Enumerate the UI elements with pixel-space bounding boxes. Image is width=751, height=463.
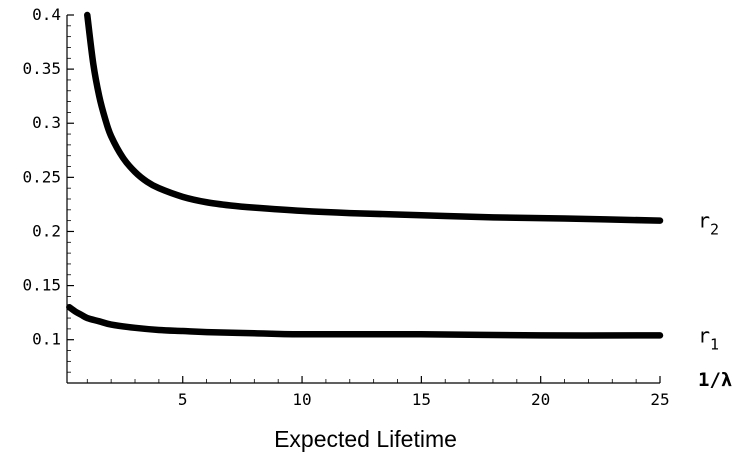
- y-ticks: 0.1 0.15 0.2 0.25 0.3 0.35 0.4: [22, 5, 74, 373]
- y-tick-label: 0.1: [32, 330, 61, 349]
- y-tick-label: 0.4: [32, 5, 61, 24]
- series-label-subscript: 1: [710, 335, 719, 353]
- series-layer: [66, 11, 664, 339]
- series-label-subscript: 2: [710, 221, 719, 239]
- series-label-main: r: [698, 209, 710, 233]
- x-tick-label: 10: [292, 390, 311, 409]
- y-tick-label: 0.2: [32, 221, 61, 240]
- x-tick-label: 15: [412, 390, 431, 409]
- y-tick-label: 0.35: [22, 59, 61, 78]
- x-tick-label: 5: [178, 390, 188, 409]
- x-tick-label: 25: [650, 390, 669, 409]
- series-label-r2: r2: [698, 209, 719, 239]
- x-axis-end-label: 1/λ: [698, 369, 732, 391]
- y-tick-label: 0.15: [22, 276, 61, 295]
- series-line-r2: [84, 11, 664, 224]
- y-tick-label: 0.3: [32, 113, 61, 132]
- x-ticks: 5 10 15 20 25: [86, 376, 670, 409]
- series-label-main: r: [698, 323, 710, 347]
- series-label-r1: r1: [698, 323, 719, 353]
- series-line-r1: [66, 303, 664, 339]
- y-tick-label: 0.25: [22, 167, 61, 186]
- x-axis-title: Expected Lifetime: [274, 426, 457, 452]
- x-tick-label: 20: [531, 390, 550, 409]
